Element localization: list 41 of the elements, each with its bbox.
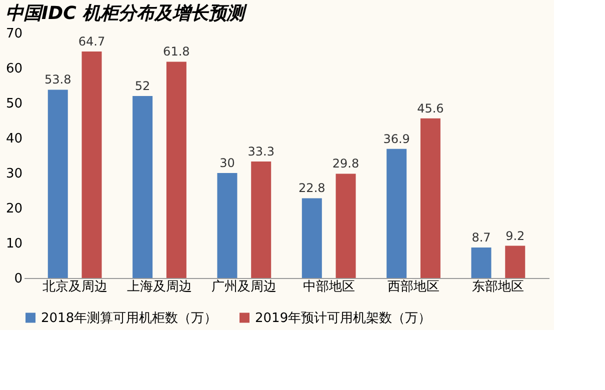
x-tick-label: 上海及周边 [126,280,192,294]
x-tick-label: 中部地区 [302,280,355,294]
data-label: 8.7 [472,230,491,245]
y-tick-label: 10 [6,236,22,252]
y-tick-label: 0 [14,272,22,286]
y-tick-label: 20 [6,202,22,216]
chart-title: 中国IDC 机柜分布及增长预测 [5,3,248,24]
data-label: 64.7 [78,34,106,49]
bar [471,248,492,278]
bar [386,148,407,278]
bar [166,62,186,278]
x-tick-label: 西部地区 [388,280,440,294]
bar [82,52,102,278]
legend-label: 2018年测算可用机柜数（万） [41,310,218,326]
y-tick-label: 70 [6,26,22,42]
data-label: 22.8 [298,181,326,196]
y-tick-label: 40 [6,132,22,146]
data-label: 52 [134,79,150,93]
bar [302,198,322,278]
data-label: 33.3 [248,144,274,158]
y-tick-label: 50 [6,96,22,112]
data-label: 29.8 [332,156,360,171]
data-label: 61.8 [163,44,190,59]
bar [336,174,356,278]
y-tick-label: 60 [6,62,22,76]
bar [217,173,238,278]
legend-label: 2019年预计可用机架数（万） [255,310,432,326]
data-label: 30 [220,156,235,170]
bar [420,118,440,278]
bar [48,90,68,278]
data-label: 45.6 [417,101,444,116]
bar [132,96,153,278]
data-label: 9.2 [506,228,525,243]
bar [505,246,526,278]
x-tick-label: 广州及周边 [212,280,277,294]
data-label: 36.9 [383,132,410,146]
data-label: 53.8 [44,72,72,87]
bar [251,161,272,278]
y-tick-label: 30 [6,166,22,182]
x-tick-label: 东部地区 [472,280,524,294]
x-tick-label: 北京及周边 [42,280,108,294]
